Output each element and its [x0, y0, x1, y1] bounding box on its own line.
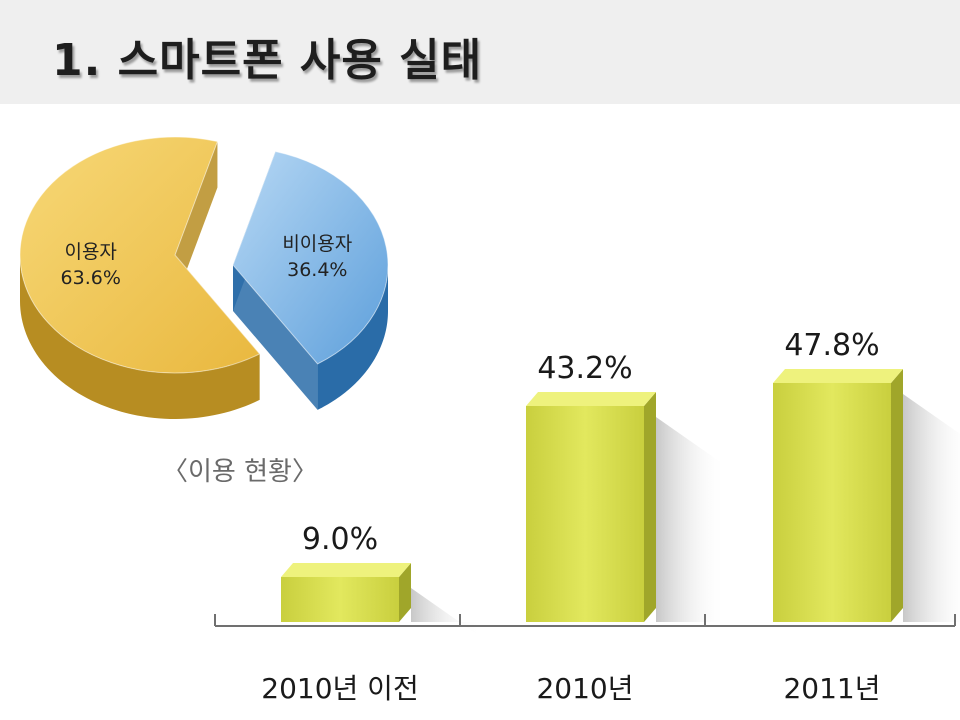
bar: 43.2% [526, 351, 726, 622]
x-tick-label: 2010년 [536, 672, 633, 705]
pie-caption: 〈이용 현황〉 [162, 457, 318, 487]
bar-chart: 9.0% 43.2% 47.8% [281, 328, 960, 637]
bar-front [526, 406, 644, 622]
pie-slice-nonuser: 비이용자 36.4% [232, 150, 389, 410]
x-tick-label: 2010년 이전 [261, 672, 418, 705]
bar-shadow [656, 417, 726, 622]
bar-value-label: 9.0% [302, 522, 378, 557]
pie-slice-value-label: 36.4% [287, 259, 347, 281]
pie-slice-value-label: 63.6% [61, 267, 121, 289]
slide-title: 1. 스마트폰 사용 실태 [52, 35, 483, 86]
bar-shadow [903, 394, 960, 622]
bar-shadow [411, 588, 481, 637]
bar-front [773, 383, 891, 622]
bar: 9.0% [281, 522, 481, 637]
bar-top [281, 563, 411, 577]
bar-front [281, 577, 399, 622]
bar-top [526, 392, 656, 406]
bar-side [399, 563, 411, 622]
bar: 47.8% [773, 328, 960, 622]
bar-side [644, 392, 656, 622]
x-tick-label: 2011년 [783, 672, 880, 705]
pie-slice-name: 비이용자 [282, 233, 352, 255]
pie-slice-name: 이용자 [64, 241, 116, 263]
pie-slice-user: 이용자 63.6% [19, 136, 261, 419]
pie-chart: 이용자 63.6% 비이용자 36.4% [19, 136, 389, 419]
title-bar: 1. 스마트폰 사용 실태 [0, 0, 960, 104]
bar-top [773, 369, 903, 383]
bar-side [891, 369, 903, 622]
bar-value-label: 47.8% [784, 328, 879, 363]
bar-value-label: 43.2% [537, 351, 632, 386]
x-axis: 2010년 이전 2010년 2011년 [214, 614, 956, 705]
